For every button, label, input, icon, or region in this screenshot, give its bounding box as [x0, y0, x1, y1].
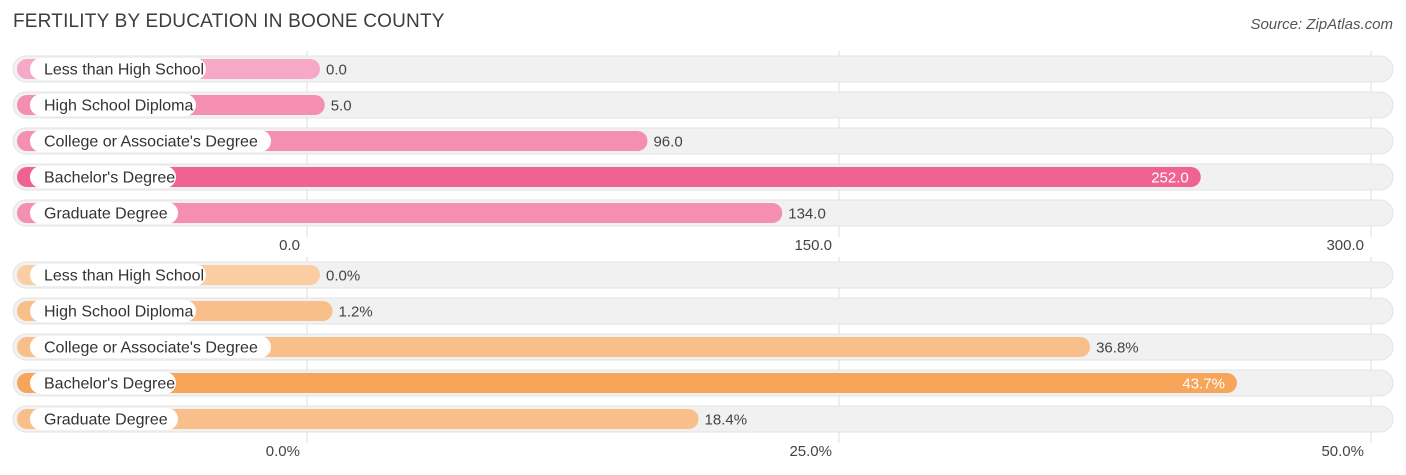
category-label: Graduate Degree — [44, 412, 168, 429]
value-label: 0.0% — [326, 268, 360, 285]
tick-label: 50.0% — [1321, 443, 1364, 460]
category-label: Bachelor's Degree — [44, 376, 175, 393]
category-label: Less than High School — [44, 62, 204, 79]
tick-label: 300.0 — [1326, 237, 1364, 254]
bar — [17, 409, 699, 429]
bar — [17, 167, 1201, 187]
category-label-pill — [30, 408, 178, 430]
chart-title: FERTILITY BY EDUCATION IN BOONE COUNTY — [13, 11, 445, 32]
value-label: 252.0 — [1151, 170, 1189, 187]
bar — [17, 203, 783, 223]
row-track — [12, 55, 1394, 83]
tick-label: 150.0 — [794, 237, 832, 254]
category-label-pill — [30, 130, 271, 152]
value-label: 5.0 — [331, 98, 352, 115]
row-track — [12, 297, 1394, 325]
value-label: 18.4% — [705, 412, 748, 429]
category-label: College or Associate's Degree — [44, 340, 258, 357]
tick-label: 0.0% — [266, 443, 300, 460]
category-label-pill — [30, 372, 176, 394]
category-label-pill — [30, 94, 196, 116]
value-label: 134.0 — [788, 206, 826, 223]
category-label-pill — [30, 166, 176, 188]
value-label: 1.2% — [339, 304, 373, 321]
category-label: College or Associate's Degree — [44, 134, 258, 151]
category-label: Graduate Degree — [44, 206, 168, 223]
category-label-pill — [30, 58, 206, 80]
value-label: 96.0 — [653, 134, 682, 151]
value-label: 43.7% — [1182, 376, 1225, 393]
bar — [17, 337, 1091, 357]
value-label: 36.8% — [1096, 340, 1139, 357]
value-label: 0.0 — [326, 62, 347, 79]
tick-label: 0.0 — [279, 237, 300, 254]
category-label: Bachelor's Degree — [44, 170, 175, 187]
category-label: High School Diploma — [44, 304, 194, 321]
category-label-pill — [30, 202, 178, 224]
category-label-pill — [30, 264, 206, 286]
category-label: Less than High School — [44, 268, 204, 285]
tick-label: 25.0% — [789, 443, 832, 460]
chart-source: Source: ZipAtlas.com — [1250, 16, 1393, 33]
bar — [17, 373, 1237, 393]
category-label-pill — [30, 300, 196, 322]
category-label-pill — [30, 336, 271, 358]
category-label: High School Diploma — [44, 98, 194, 115]
row-track — [12, 91, 1394, 119]
row-track — [12, 261, 1394, 289]
